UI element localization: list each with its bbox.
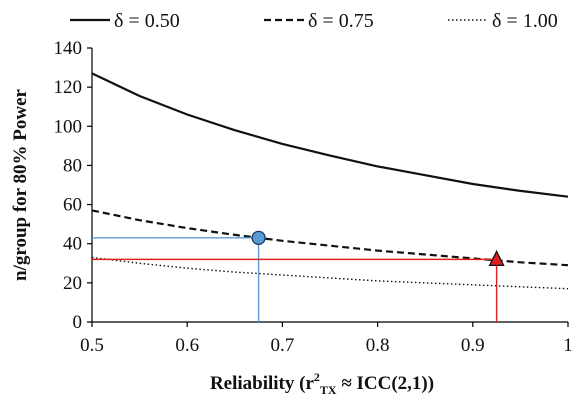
x-tick-label: 0.9	[461, 335, 485, 356]
y-tick-label: 140	[54, 38, 83, 59]
series-line-1	[91, 72, 569, 198]
x-axis-title: Reliability (r2TX ≈ ICC(2,1))	[210, 370, 434, 397]
x-axis-title-rest: ≈ ICC(2,1))	[337, 373, 435, 394]
y-tick-label: 60	[63, 195, 82, 216]
x-axis-title-sub: TX	[320, 383, 337, 397]
y-tick-label: 0	[73, 312, 83, 333]
axes: 0 20 40 60 80 100 120 140 0.5 0.6 0.7 0.8 0.9 1	[54, 38, 573, 356]
y-tick-label: 20	[63, 273, 82, 294]
legend-label-3: δ = 1.00	[492, 10, 558, 32]
annotations	[92, 230, 505, 322]
x-tick-label: 0.5	[80, 335, 104, 356]
y-tick-label: 40	[63, 234, 82, 255]
legend: δ = 0.50 δ = 0.75 δ = 1.00	[70, 10, 558, 32]
y-tick-label: 120	[54, 77, 83, 98]
y-tick-label: 80	[63, 155, 82, 176]
red-triangle-marker	[488, 249, 505, 267]
legend-label-1: δ = 0.50	[114, 10, 180, 32]
blue-circle-marker	[251, 230, 266, 245]
x-tick-label: 0.6	[175, 335, 199, 356]
x-tick-label: 0.8	[366, 335, 390, 356]
x-axis-title-sup: 2	[314, 370, 320, 384]
x-tick-label: 1	[563, 335, 573, 356]
x-tick-label: 0.7	[271, 335, 295, 356]
y-axis-title: n/group for 80% Power	[10, 88, 31, 280]
legend-label-2: δ = 0.75	[308, 10, 374, 32]
x-axis-title-main: Reliability (r	[210, 373, 315, 394]
y-tick-label: 100	[54, 116, 83, 137]
